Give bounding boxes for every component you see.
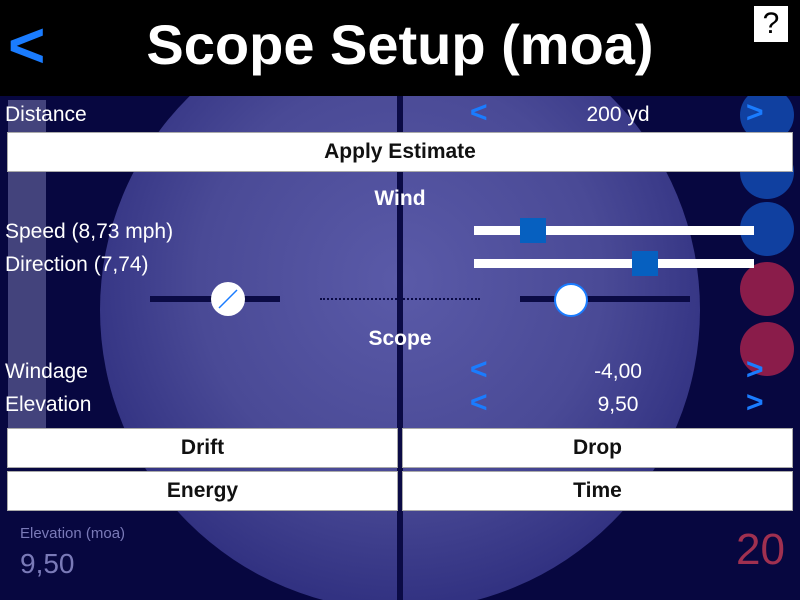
wind-heading: Wind (374, 187, 426, 210)
windage-increase-button[interactable]: > (746, 353, 764, 386)
back-button[interactable]: < (8, 9, 46, 81)
page-title: Scope Setup (moa) (146, 13, 654, 76)
distance-label: Distance (5, 103, 87, 126)
direction-slider-thumb[interactable] (631, 251, 658, 276)
speed-slider-thumb[interactable] (519, 218, 546, 243)
crosshair-vertical (397, 96, 403, 600)
ghost-value: 9,50 (20, 548, 75, 579)
direction-slider[interactable] (474, 251, 754, 276)
windage-label: Windage (5, 360, 88, 383)
header: < Scope Setup (moa) ? (0, 0, 800, 96)
camera-icon (740, 322, 794, 376)
crosshair-right (520, 296, 690, 302)
wind-direction-indicator (211, 282, 245, 316)
eye-icon (740, 262, 794, 316)
help-button[interactable]: ? (754, 6, 788, 42)
drop-button[interactable]: Drop (402, 428, 793, 468)
elevation-value: 9,50 (597, 393, 639, 416)
distance-decrease-button[interactable]: < (470, 96, 488, 129)
elevation-decrease-button[interactable]: < (470, 386, 488, 419)
crosshair-dots (320, 298, 480, 300)
direction-label: Direction (7,74) (5, 253, 149, 276)
distance-value: 200 yd (586, 103, 650, 126)
windage-decrease-button[interactable]: < (470, 353, 488, 386)
crosshair-target-icon (554, 283, 588, 317)
windage-value: -4,00 (594, 360, 642, 383)
ghost-number: 20 (736, 525, 785, 574)
elevation-increase-button[interactable]: > (746, 386, 764, 419)
time-button[interactable]: Time (402, 471, 793, 511)
scope-heading: Scope (368, 327, 432, 350)
elevation-label: Elevation (5, 393, 92, 416)
speed-label: Speed (8,73 mph) (5, 220, 174, 243)
speed-slider[interactable] (474, 218, 754, 243)
energy-button[interactable]: Energy (7, 471, 398, 511)
drift-button[interactable]: Drift (7, 428, 398, 468)
ghost-label: Elevation (moa) (20, 525, 126, 542)
apply-estimate-button[interactable]: Apply Estimate (7, 132, 793, 172)
distance-increase-button[interactable]: > (746, 96, 764, 129)
